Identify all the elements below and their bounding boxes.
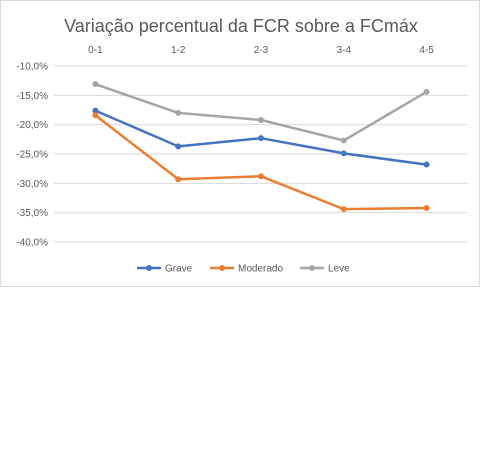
data-point — [340, 206, 347, 213]
data-point — [423, 204, 430, 211]
data-point — [340, 137, 347, 144]
data-point — [423, 88, 430, 95]
chart-title: Variação percentual da FCR sobre a FCmáx — [64, 16, 418, 36]
gridlines — [54, 65, 468, 243]
y-tick-label: -30,0% — [16, 179, 48, 190]
data-point — [258, 135, 264, 142]
data-point — [92, 81, 99, 88]
legend-item: Grave — [137, 264, 193, 275]
series-leve — [92, 81, 430, 144]
line-chart: Variação percentual da FCR sobre a FCmáx… — [16, 16, 468, 275]
series-lines — [92, 81, 430, 213]
y-tick-label: -40,0% — [16, 238, 48, 249]
legend-marker — [219, 265, 225, 271]
data-point — [423, 161, 430, 168]
data-point — [175, 176, 182, 183]
x-tick-label: 1-2 — [171, 45, 186, 56]
series-moderado — [92, 112, 430, 213]
legend-label: Grave — [165, 264, 193, 275]
data-point — [92, 107, 99, 114]
legend-label: Leve — [328, 264, 350, 275]
x-axis-ticks: 0-1 1-2 2-3 3-4 4-5 — [88, 45, 434, 56]
x-tick-label: 3-4 — [337, 45, 352, 56]
x-tick-label: 4-5 — [419, 45, 434, 56]
data-point — [258, 173, 264, 180]
y-tick-label: -15,0% — [16, 91, 48, 102]
data-point — [175, 143, 182, 150]
series-grave — [92, 107, 430, 168]
legend-label: Moderado — [238, 264, 283, 275]
data-point — [340, 150, 347, 157]
legend-item: Leve — [300, 264, 350, 275]
data-point — [258, 116, 264, 123]
data-point — [92, 112, 99, 119]
legend-item: Moderado — [210, 264, 283, 275]
legend-marker — [146, 265, 152, 271]
y-tick-label: -10,0% — [16, 62, 48, 73]
legend: Grave Moderado Leve — [137, 264, 350, 275]
x-tick-label: 2-3 — [254, 45, 269, 56]
x-tick-label: 0-1 — [88, 45, 103, 56]
y-axis-ticks: -10,0% -15,0% -20,0% -25,0% -30,0% -35,0% -40,… — [16, 62, 48, 249]
y-tick-label: -25,0% — [16, 150, 48, 161]
chart-frame: Variação percentual da FCR sobre a FCmáx… — [0, 0, 480, 287]
y-tick-label: -20,0% — [16, 120, 48, 131]
legend-marker — [309, 265, 315, 271]
series-line — [94, 114, 428, 211]
y-tick-label: -35,0% — [16, 208, 48, 219]
data-point — [175, 109, 182, 116]
